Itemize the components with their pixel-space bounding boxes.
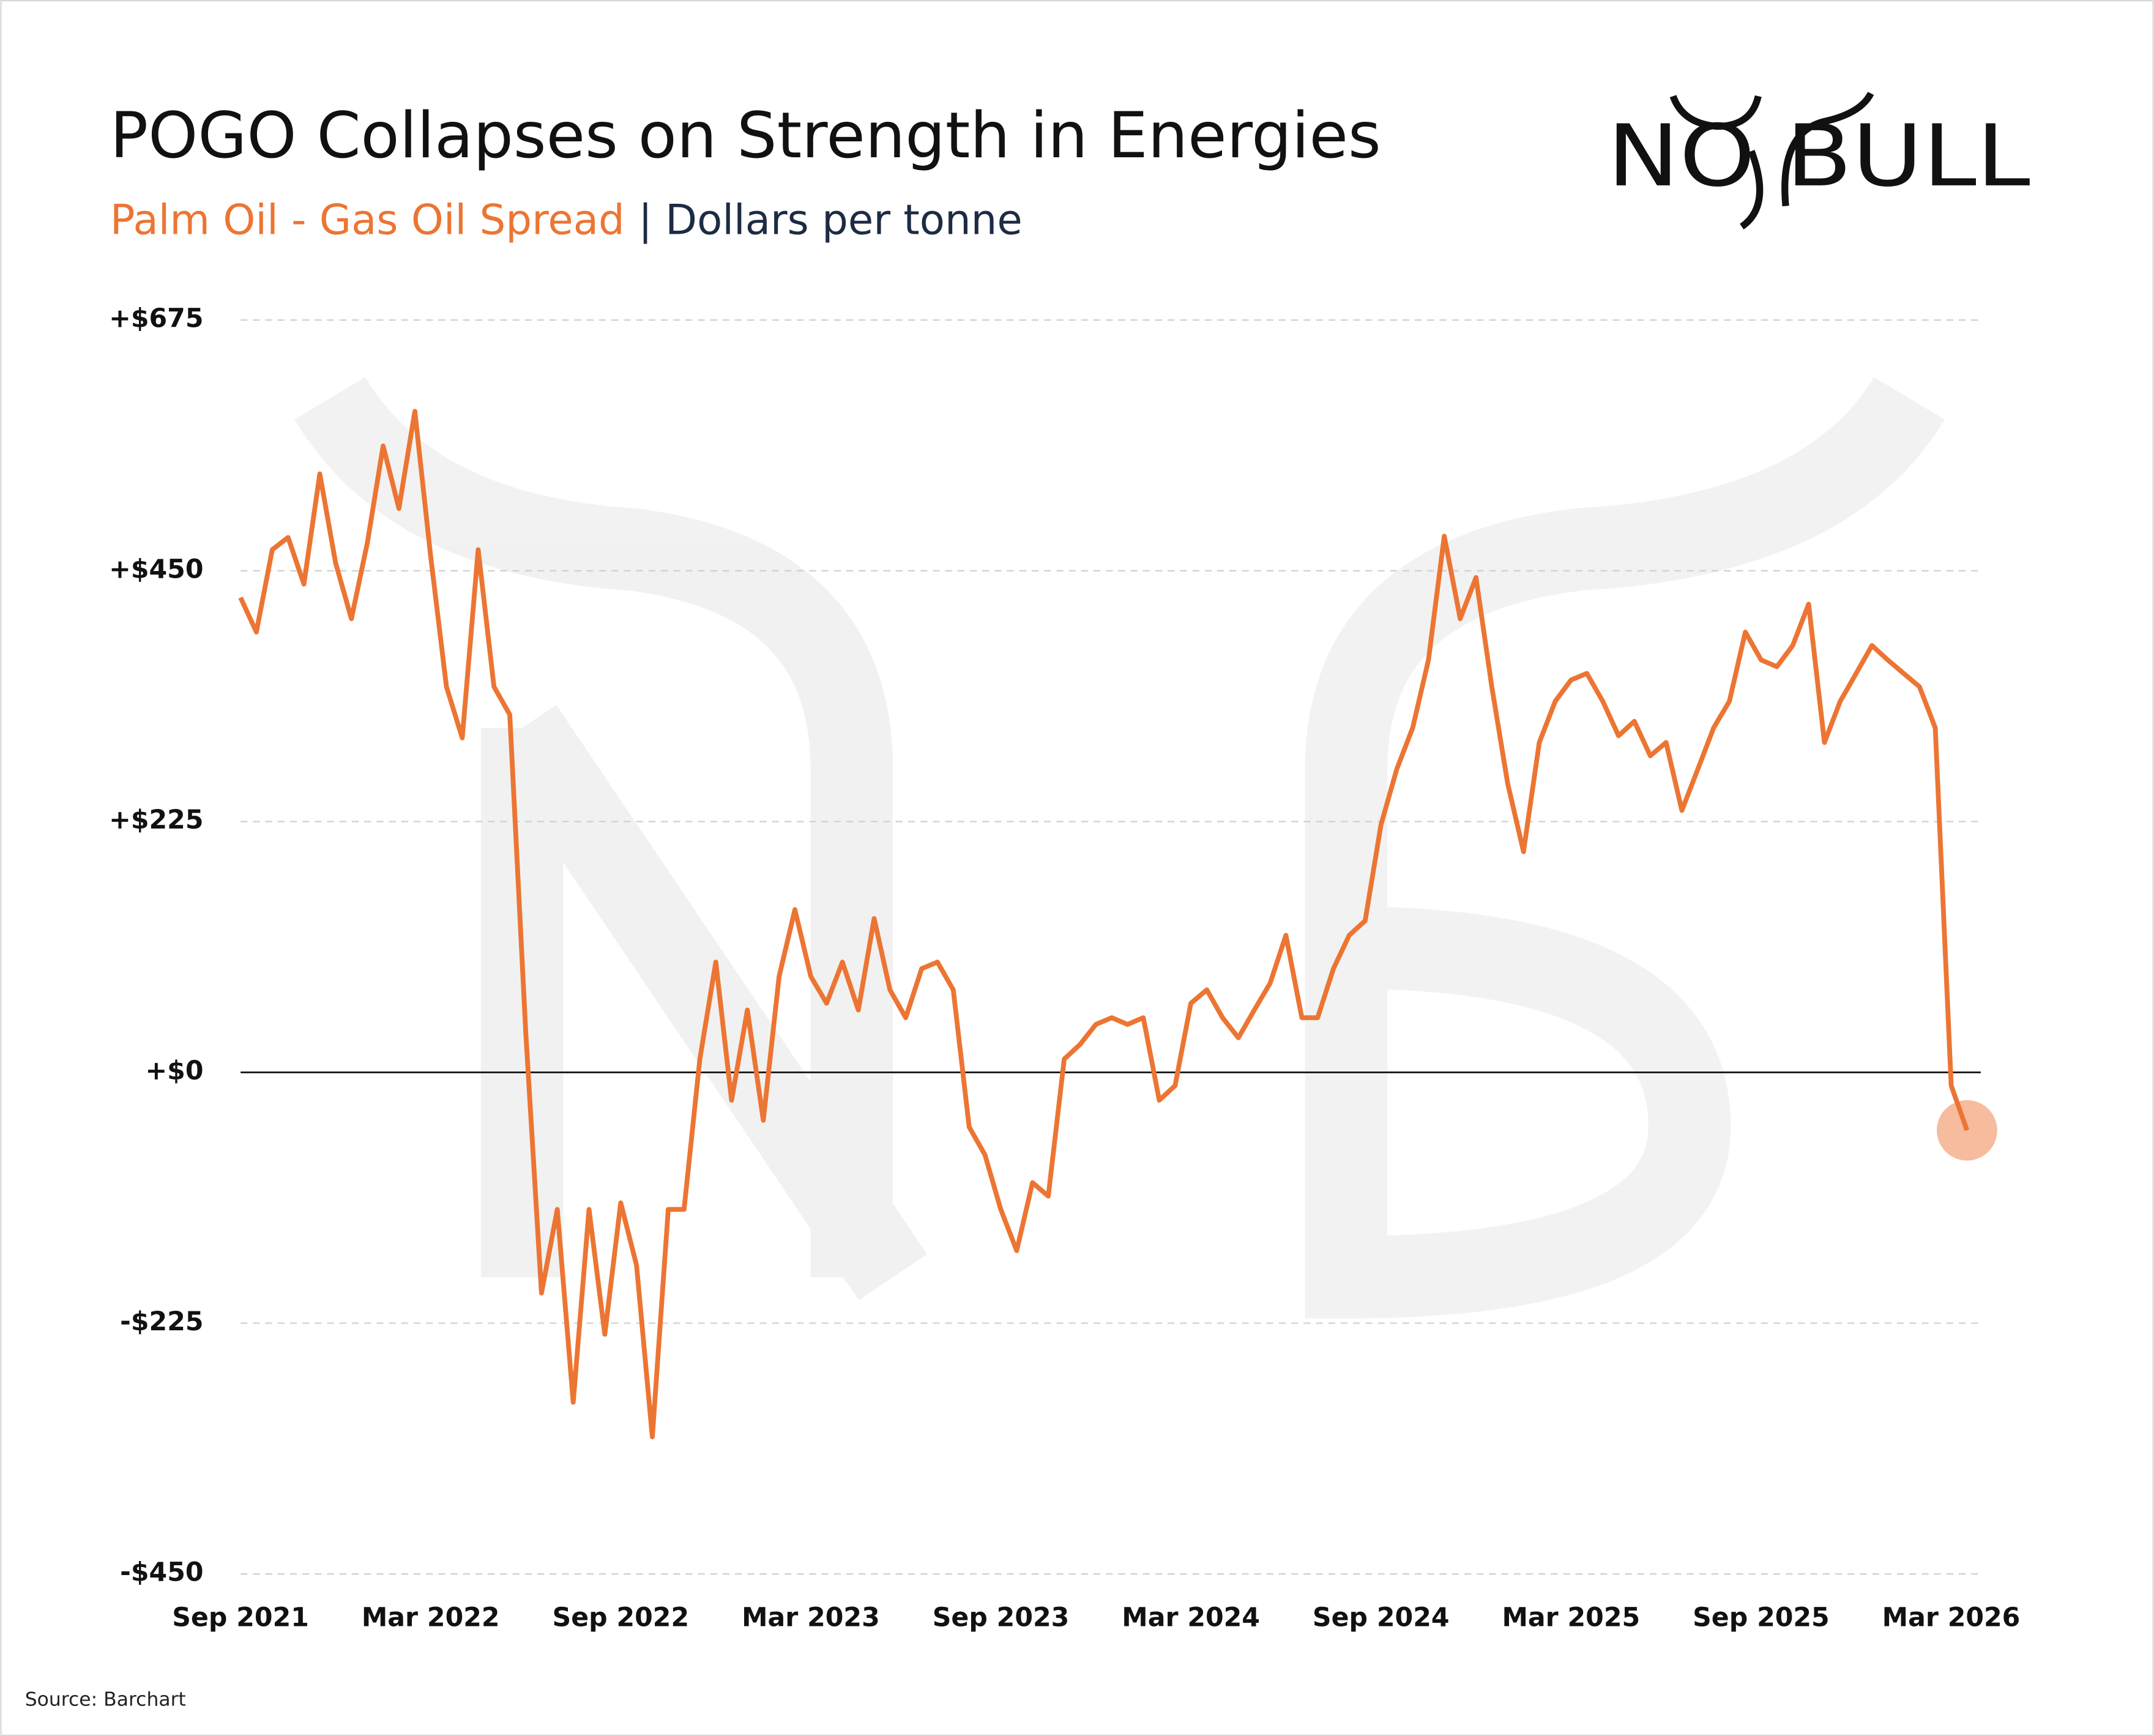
y-tick-label: -$225 (120, 1306, 203, 1337)
x-tick-label: Mar 2022 (362, 1603, 500, 1633)
line (238, 409, 1970, 1440)
logo-text: NO BULL (1607, 106, 2030, 206)
subtitle: Palm Oil - Gas Oil Spread | Dollars per t… (110, 196, 1023, 244)
highlight-point (1937, 1100, 1997, 1161)
x-tick-label: Sep 2021 (172, 1603, 309, 1633)
chart-title: POGO Collapses on Strength in Energies (110, 99, 1381, 173)
logo-horns (1669, 91, 1874, 229)
x-tick-label: Mar 2024 (1122, 1603, 1260, 1633)
y-tick-label: +$0 (145, 1056, 203, 1086)
x-tick-label: Sep 2025 (1693, 1603, 1830, 1633)
y-tick-label: +$225 (109, 805, 203, 835)
x-tick-label: Mar 2023 (742, 1603, 880, 1633)
y-tick-label: +$675 (109, 303, 203, 333)
x-tick-label: Sep 2024 (1313, 1603, 1450, 1633)
subtitle-series: Palm Oil - Gas Oil Spread (110, 196, 625, 244)
x-tick-label: Mar 2026 (1882, 1603, 2021, 1633)
x-tick-label: Mar 2025 (1502, 1603, 1640, 1633)
y-tick-label: +$450 (109, 554, 203, 584)
logo: NO BULL (1607, 91, 2030, 229)
source: Source: Barchart (25, 1689, 186, 1711)
y-tick-label: -$450 (120, 1557, 203, 1588)
subtitle-unit: | Dollars per tonne (638, 196, 1023, 244)
x-tick-label: Sep 2023 (933, 1603, 1070, 1633)
x-tick-label: Sep 2022 (553, 1603, 690, 1633)
